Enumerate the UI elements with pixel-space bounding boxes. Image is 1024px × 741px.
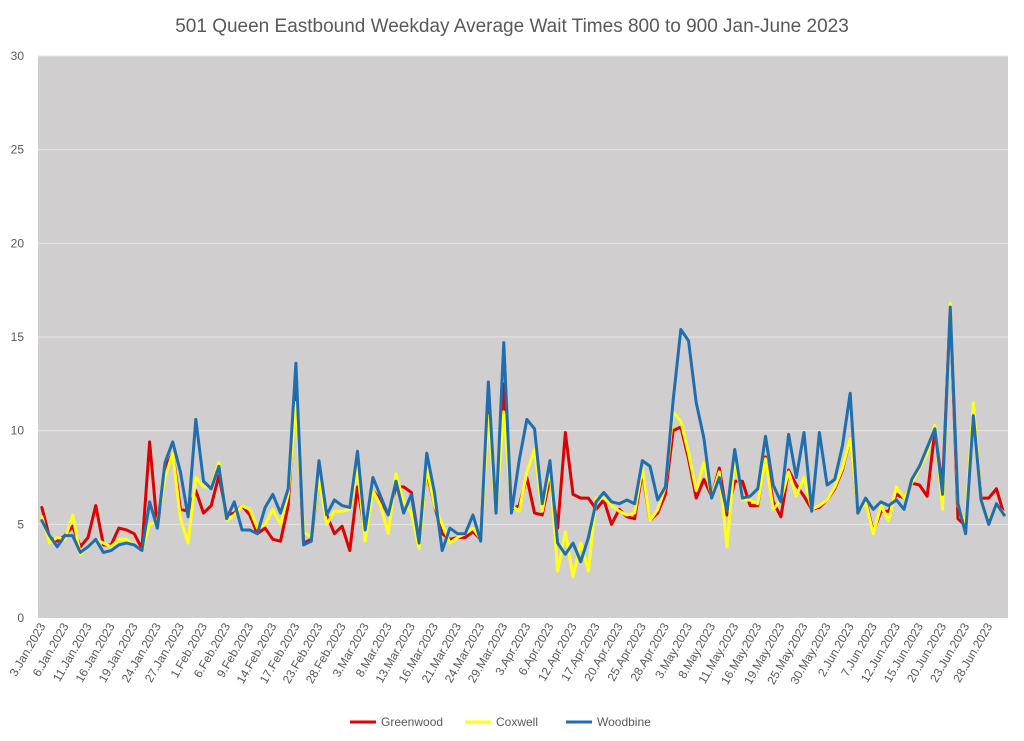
series-line-coxwell <box>40 301 1006 579</box>
y-tick-label: 5 <box>17 517 24 531</box>
y-tick-label: 30 <box>11 49 25 63</box>
y-tick-label: 0 <box>17 611 24 625</box>
series-lines <box>40 301 1006 579</box>
chart-title: 501 Queen Eastbound Weekday Average Wait… <box>175 16 849 37</box>
legend: Greenwood Coxwell Woodbine <box>350 715 651 729</box>
y-tick-label: 25 <box>11 143 25 157</box>
series-line-woodbine <box>40 305 1006 564</box>
y-tick-label: 15 <box>11 330 25 344</box>
legend-label: Woodbine <box>597 715 651 729</box>
y-tick-label: 10 <box>11 424 25 438</box>
legend-label: Greenwood <box>381 715 443 729</box>
legend-label: Coxwell <box>496 715 538 729</box>
gridlines <box>38 55 1008 525</box>
y-axis: 0 5 10 15 20 25 30 <box>11 49 25 625</box>
y-tick-label: 20 <box>11 236 25 250</box>
